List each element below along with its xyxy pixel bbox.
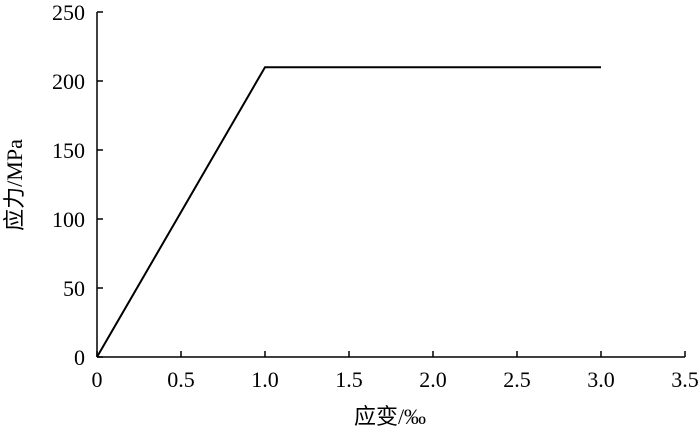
x-tick-label: 2.5 — [503, 367, 531, 392]
x-tick-label: 0 — [92, 367, 103, 392]
y-tick-label: 50 — [63, 276, 85, 301]
x-axis-label: 应变/‰ — [354, 404, 426, 429]
y-tick-label: 200 — [52, 69, 85, 94]
x-tick-label: 0.5 — [167, 367, 195, 392]
data-line — [96, 66, 601, 358]
y-tick-label: 0 — [74, 345, 85, 370]
x-tick-label: 3.5 — [671, 367, 699, 392]
y-tick-label: 100 — [52, 207, 85, 232]
y-tick-label: 250 — [52, 0, 85, 25]
y-tick-label: 150 — [52, 138, 85, 163]
x-tick-label: 1.5 — [335, 367, 363, 392]
x-tick-label: 1.0 — [251, 367, 279, 392]
x-tick-label: 2.0 — [419, 367, 447, 392]
x-tick-label: 3.0 — [587, 367, 615, 392]
y-axis-label: 应力/MPa — [2, 139, 27, 231]
